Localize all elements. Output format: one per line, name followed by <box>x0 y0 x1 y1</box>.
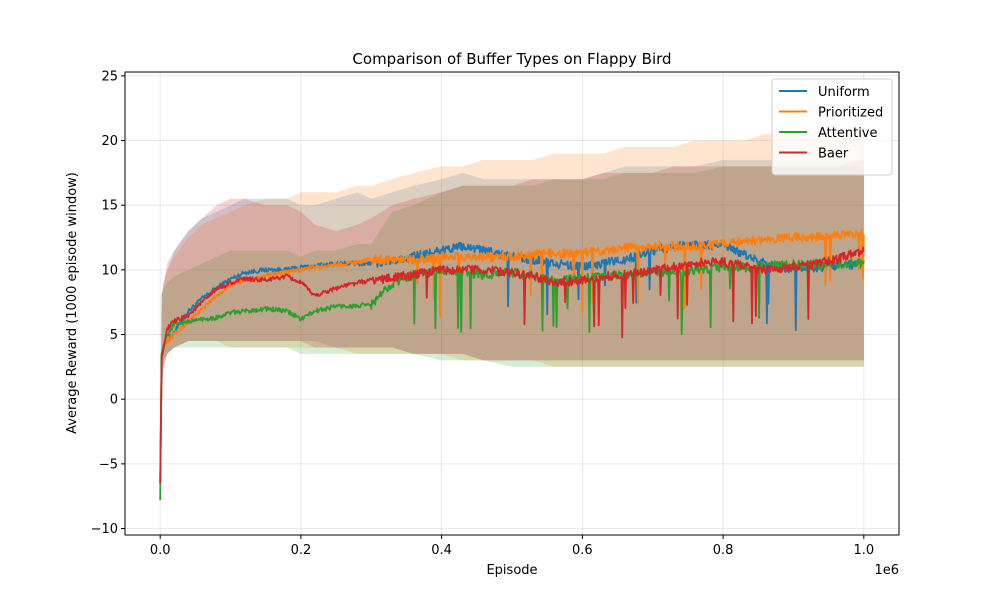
line-prioritized <box>159 228 865 484</box>
legend-entry-prioritized: Prioritized <box>818 106 883 121</box>
legend-box <box>771 78 893 176</box>
plot-frame <box>124 71 900 536</box>
band-baer <box>160 159 864 497</box>
legend-entry-attentive: Attentive <box>818 126 878 141</box>
y-tick-label: −5 <box>99 457 118 472</box>
x-tick-label: 0.8 <box>713 543 734 558</box>
x-axis-ticks: 0.0 0.2 0.4 0.6 0.8 1.0 <box>150 535 874 558</box>
x-tick-label: 0.0 <box>150 543 171 558</box>
y-tick-label: 20 <box>101 134 118 149</box>
legend-entry-baer: Baer <box>818 147 849 162</box>
x-tick-label: 0.2 <box>291 543 312 558</box>
line-attentive <box>159 258 865 501</box>
legend: Uniform Prioritized Attentive Baer <box>771 78 893 176</box>
x-axis-scale-label: 1e6 <box>874 563 899 578</box>
chart-title: Comparison of Buffer Types on Flappy Bir… <box>352 50 671 68</box>
series-lines <box>159 228 865 501</box>
band-attentive <box>160 166 864 506</box>
y-tick-label: 0 <box>110 393 118 408</box>
legend-entry-uniform: Uniform <box>818 85 870 100</box>
y-axis-label: Average Reward (1000 episode window) <box>65 172 80 434</box>
x-axis-label: Episode <box>486 563 537 578</box>
x-tick-label: 0.4 <box>431 543 452 558</box>
y-tick-label: 5 <box>110 328 118 343</box>
x-tick-label: 1.0 <box>853 543 874 558</box>
y-axis-ticks: −10 −5 0 5 10 15 20 25 <box>91 69 125 537</box>
y-tick-label: 25 <box>101 69 118 84</box>
y-tick-label: 10 <box>101 263 118 278</box>
x-tick-label: 0.6 <box>572 543 593 558</box>
y-tick-label: 15 <box>101 199 118 214</box>
y-tick-label: −10 <box>91 522 118 537</box>
line-baer <box>159 246 865 484</box>
band-prioritized <box>160 127 864 503</box>
